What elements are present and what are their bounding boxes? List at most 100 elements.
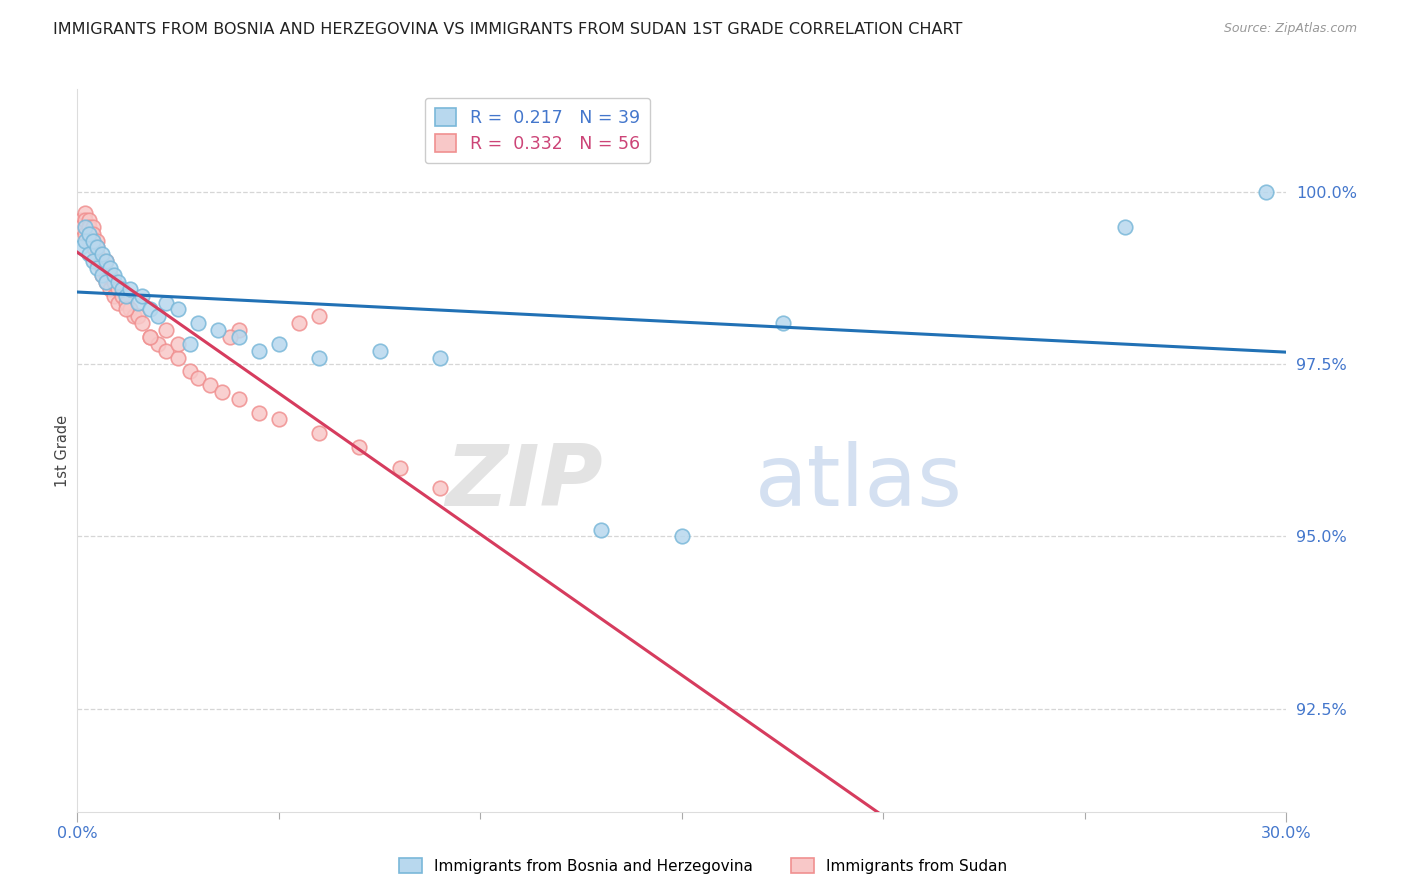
Point: [79, 227, 101, 241]
Point: [90, 268, 112, 282]
Point: [167, 351, 190, 365]
Point: [90, 247, 112, 261]
Text: IMMIGRANTS FROM BOSNIA AND HERZEGOVINA VS IMMIGRANTS FROM SUDAN 1ST GRADE CORREL: IMMIGRANTS FROM BOSNIA AND HERZEGOVINA V…: [53, 22, 963, 37]
Point: [179, 336, 201, 351]
Point: [146, 310, 169, 324]
Point: [179, 364, 201, 378]
Point: [94, 275, 117, 289]
Point: [429, 351, 451, 365]
Point: [187, 316, 209, 330]
Point: [107, 275, 129, 289]
Point: [671, 529, 693, 543]
Point: [1256, 186, 1278, 200]
Point: [349, 440, 371, 454]
Point: [139, 302, 162, 317]
Point: [207, 323, 229, 337]
Point: [288, 316, 311, 330]
Point: [103, 288, 125, 302]
Point: [139, 330, 162, 344]
Point: [114, 295, 136, 310]
Y-axis label: 1st Grade: 1st Grade: [55, 415, 70, 486]
Point: [127, 295, 149, 310]
Point: [127, 310, 149, 324]
Point: [131, 288, 153, 302]
Point: [155, 323, 177, 337]
Point: [90, 261, 112, 276]
Point: [70, 213, 93, 227]
Point: [82, 254, 104, 268]
Point: [98, 261, 121, 276]
Point: [70, 240, 93, 254]
Point: [79, 247, 101, 261]
Point: [86, 234, 108, 248]
Point: [90, 268, 112, 282]
Point: [98, 268, 121, 282]
Point: [247, 406, 270, 420]
Point: [75, 227, 97, 241]
Point: [267, 412, 290, 426]
Point: [228, 330, 250, 344]
Point: [79, 213, 101, 227]
Point: [429, 481, 451, 495]
Point: [308, 310, 330, 324]
Point: [118, 282, 141, 296]
Point: [247, 343, 270, 358]
Point: [82, 227, 104, 241]
Point: [111, 288, 134, 302]
Point: [75, 219, 97, 234]
Point: [114, 302, 136, 317]
Legend: R =  0.217   N = 39, R =  0.332   N = 56: R = 0.217 N = 39, R = 0.332 N = 56: [425, 98, 650, 163]
Point: [155, 295, 177, 310]
Point: [267, 336, 290, 351]
Point: [155, 343, 177, 358]
Point: [82, 240, 104, 254]
Point: [219, 330, 242, 344]
Text: atlas: atlas: [755, 442, 963, 524]
Point: [94, 275, 117, 289]
Point: [86, 261, 108, 276]
Point: [308, 426, 330, 441]
Point: [82, 219, 104, 234]
Point: [86, 240, 108, 254]
Point: [139, 330, 162, 344]
Point: [111, 282, 134, 296]
Point: [167, 302, 190, 317]
Text: Source: ZipAtlas.com: Source: ZipAtlas.com: [1223, 22, 1357, 36]
Point: [107, 295, 129, 310]
Point: [82, 234, 104, 248]
Point: [86, 254, 108, 268]
Point: [79, 234, 101, 248]
Point: [118, 302, 141, 317]
Point: [75, 234, 97, 248]
Point: [98, 282, 121, 296]
Point: [75, 206, 97, 220]
Point: [103, 275, 125, 289]
Point: [772, 316, 794, 330]
Point: [70, 219, 93, 234]
Point: [591, 523, 613, 537]
Point: [228, 392, 250, 406]
Point: [368, 343, 391, 358]
Point: [167, 336, 190, 351]
Point: [79, 219, 101, 234]
Point: [1114, 219, 1136, 234]
Point: [90, 254, 112, 268]
Point: [228, 323, 250, 337]
Point: [103, 268, 125, 282]
Point: [86, 240, 108, 254]
Point: [187, 371, 209, 385]
Point: [94, 254, 117, 268]
Point: [86, 247, 108, 261]
Point: [200, 378, 222, 392]
Point: [122, 310, 145, 324]
Legend: Immigrants from Bosnia and Herzegovina, Immigrants from Sudan: Immigrants from Bosnia and Herzegovina, …: [392, 852, 1014, 880]
Point: [388, 460, 411, 475]
Point: [75, 213, 97, 227]
Point: [107, 282, 129, 296]
Point: [131, 316, 153, 330]
Point: [94, 254, 117, 268]
Point: [94, 268, 117, 282]
Text: ZIP: ZIP: [446, 442, 603, 524]
Point: [211, 384, 233, 399]
Point: [308, 351, 330, 365]
